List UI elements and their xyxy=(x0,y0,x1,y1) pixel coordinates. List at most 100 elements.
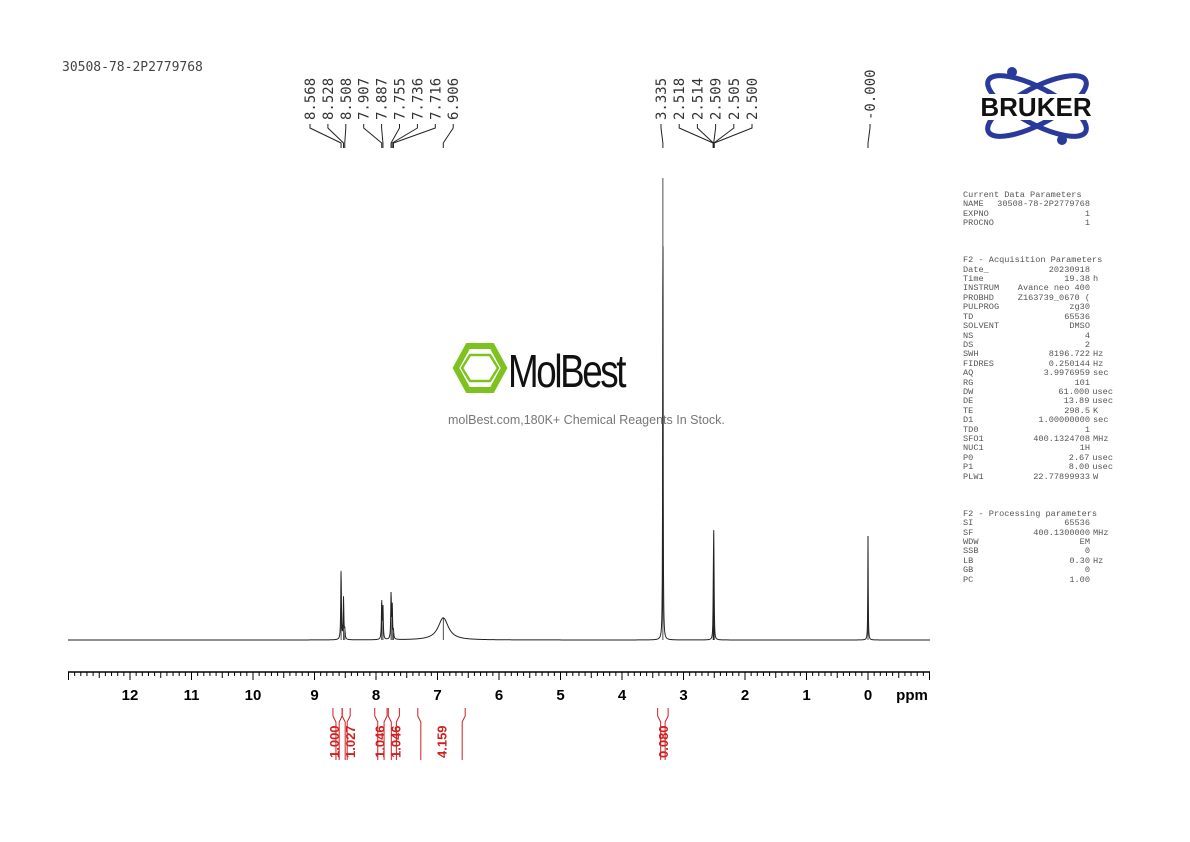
parameter-value: 400.1324708 xyxy=(1033,433,1090,444)
integral-bracket xyxy=(383,708,388,760)
peak-label-connector xyxy=(442,124,454,148)
parameter-unit: usec xyxy=(1092,462,1113,473)
parameter-key: Date_ xyxy=(963,264,989,275)
parameter-value: 4 xyxy=(1084,330,1090,341)
parameter-unit xyxy=(1090,322,1113,331)
parameters-panel: Current Data Parameters NAME 30508-78-2P27… xyxy=(963,172,1113,604)
peak-label: 2.518 xyxy=(672,78,688,120)
parameter-key: SSB xyxy=(963,546,979,557)
parameter-unit xyxy=(1090,284,1113,293)
parameter-value: 0.250144 xyxy=(1048,358,1090,369)
peak-label: 3.335 xyxy=(654,78,670,120)
integral-value: 1.027 xyxy=(343,725,358,758)
parameter-value: 8196.722 xyxy=(1048,349,1090,360)
parameter-key: AQ xyxy=(963,368,974,379)
parameter-key: SF xyxy=(963,527,974,538)
parameter-unit: MHz xyxy=(1093,433,1109,444)
parameter-unit xyxy=(1090,566,1113,575)
peak-label: 7.716 xyxy=(428,78,444,120)
parameter-unit: sec xyxy=(1093,415,1109,426)
parameter-unit: sec xyxy=(1093,368,1109,379)
parameter-row: SI 65536 xyxy=(963,518,1113,529)
parameter-key: GB xyxy=(963,565,974,576)
peak-label-connector xyxy=(713,124,753,148)
parameter-key: PULPROG xyxy=(963,302,1000,313)
peak-label: 2.509 xyxy=(709,78,725,120)
parameter-row: P0 2.67 usec xyxy=(963,452,1113,463)
parameter-unit xyxy=(1090,210,1113,219)
acquisition-section-title: F2 - Acquisition Parameters xyxy=(963,255,1103,266)
peak-label-connector xyxy=(390,124,400,148)
x-tick-label: 4 xyxy=(618,687,627,704)
acquisition-parameters: F2 - Acquisition Parameters Date_ 20230918… xyxy=(963,255,1113,482)
parameter-row: NS 4 xyxy=(963,330,1113,341)
parameter-unit xyxy=(1090,294,1113,303)
parameter-value: 0 xyxy=(1084,546,1090,557)
peak-label: 6.906 xyxy=(446,78,462,120)
peak-label-connector xyxy=(381,124,384,148)
parameter-value: 0.30 xyxy=(1069,555,1090,566)
parameter-key: WDW xyxy=(963,537,979,548)
parameter-row: INSTRUM Avance neo 400 xyxy=(963,284,1113,294)
parameter-row: Date_ 20230918 xyxy=(963,264,1113,275)
x-tick-label: 6 xyxy=(495,687,503,704)
sample-name: 30508-78-2P2779768 xyxy=(62,60,203,75)
parameter-key: Time xyxy=(963,274,984,285)
parameter-row: PROBHD Z163739_0670 ( xyxy=(963,292,1113,303)
parameter-unit: K xyxy=(1093,405,1099,416)
parameter-row: FIDRES 0.250144 Hz xyxy=(963,358,1113,369)
parameter-unit: usec xyxy=(1092,386,1113,397)
parameter-unit xyxy=(1090,219,1113,228)
parameter-value: 101 xyxy=(1074,377,1090,388)
parameter-key: RG xyxy=(963,377,974,388)
parameter-row: PC 1.00 xyxy=(963,574,1113,585)
parameter-key: TD xyxy=(963,311,974,322)
parameter-key: DE xyxy=(963,396,974,407)
parameter-key: PC xyxy=(963,574,974,585)
x-tick-label: 10 xyxy=(245,687,262,704)
integral-bracket xyxy=(657,708,662,760)
parameter-key: NUC1 xyxy=(963,443,984,454)
x-tick-label: 5 xyxy=(556,687,564,704)
parameter-value: 1H xyxy=(1079,443,1090,454)
parameter-key: P0 xyxy=(963,452,974,463)
integral-bracket xyxy=(395,708,400,760)
parameter-value: 2 xyxy=(1084,339,1090,350)
parameter-unit: Hz xyxy=(1093,349,1104,360)
parameter-value: Z163739_0670 ( xyxy=(1017,292,1090,303)
x-tick-label: 3 xyxy=(679,687,687,704)
x-tick-label: 2 xyxy=(741,687,749,704)
parameter-key: SI xyxy=(963,518,974,529)
x-tick-label: 1 xyxy=(802,687,810,704)
current-section-title: Current Data Parameters xyxy=(963,189,1082,200)
parameter-value: 65536 xyxy=(1064,518,1090,529)
spectrum-group xyxy=(68,178,930,641)
processing-section-title: F2 - Processing parameters xyxy=(963,508,1098,519)
parameter-row: TD0 1 xyxy=(963,424,1113,435)
molbest-brand: MolBest xyxy=(508,345,627,397)
peak-label-connector xyxy=(309,124,342,148)
parameter-row: SFO1 400.1324708 MHz xyxy=(963,433,1113,444)
peak-label: 2.505 xyxy=(727,78,743,120)
parameter-row: RG 101 xyxy=(963,377,1113,388)
integral-bracket xyxy=(387,708,392,760)
processing-parameters: F2 - Processing parameters SI 65536 SF 400.1… xyxy=(963,508,1113,585)
integral-bracket xyxy=(664,708,669,760)
parameter-key: TD0 xyxy=(963,424,979,435)
parameter-value: 13.89 xyxy=(1063,396,1090,407)
bruker-logo-text: BRUKER xyxy=(980,92,1091,122)
parameter-value: 30508-78-2P2779768 xyxy=(997,199,1090,210)
parameter-value: 1.00000000 xyxy=(1038,415,1090,426)
peak-label-connector xyxy=(363,124,383,148)
peak-label: 7.755 xyxy=(393,78,409,120)
parameter-value: zg30 xyxy=(1069,302,1090,313)
parameter-value: 2.67 xyxy=(1068,452,1090,463)
axis-group: 12 11 10 9 8 7 6 5 4 3 2 1 0 ppm xyxy=(68,671,930,704)
parameter-unit: h xyxy=(1093,274,1099,285)
integral-bracket xyxy=(417,708,422,760)
parameter-value: 3.9976959 xyxy=(1043,368,1090,379)
parameter-row: NUC1 1H xyxy=(963,443,1113,454)
peak-label-connector xyxy=(678,124,714,148)
peak-labels-group: 8.568 8.528 8.508 7.907 7.887 7.755 7.736 7.716… xyxy=(303,69,879,148)
